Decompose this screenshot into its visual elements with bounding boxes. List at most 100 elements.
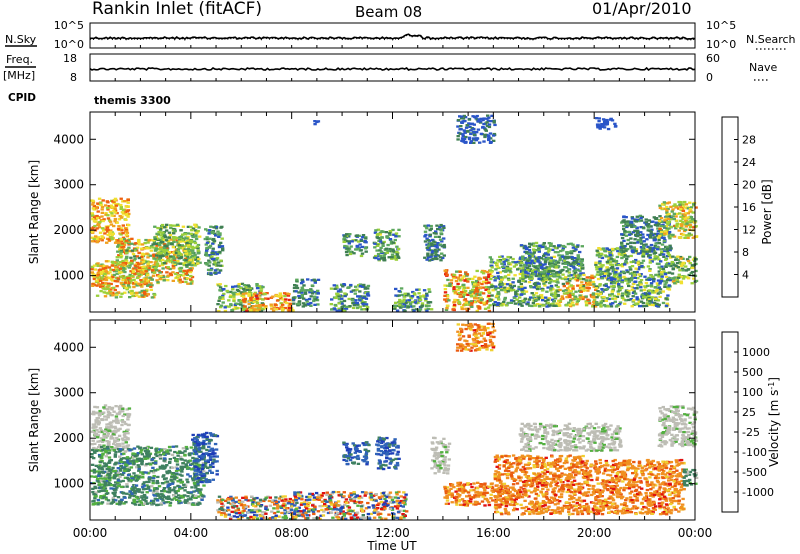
range-cell bbox=[653, 236, 657, 239]
range-cell bbox=[159, 274, 163, 278]
range-cell bbox=[404, 301, 408, 305]
range-cell bbox=[626, 282, 630, 285]
range-cell bbox=[596, 126, 600, 129]
range-cell bbox=[114, 204, 119, 207]
range-cell bbox=[642, 292, 646, 295]
range-cell bbox=[663, 248, 667, 251]
range-cell bbox=[535, 287, 540, 291]
range-cell bbox=[142, 281, 147, 284]
range-cell bbox=[95, 406, 100, 409]
range-cell bbox=[113, 288, 117, 292]
range-cell bbox=[258, 304, 262, 307]
range-cell bbox=[536, 260, 540, 263]
range-cell bbox=[573, 269, 577, 272]
range-cell bbox=[107, 413, 111, 416]
range-cell bbox=[102, 267, 106, 270]
range-cell bbox=[525, 266, 530, 269]
range-cell bbox=[124, 213, 128, 216]
range-cell bbox=[561, 268, 565, 272]
range-cell bbox=[521, 255, 525, 258]
range-cell bbox=[150, 284, 154, 287]
range-cell bbox=[561, 262, 565, 265]
range-cell bbox=[614, 268, 619, 271]
range-cell bbox=[107, 238, 111, 241]
cpid-value: themis 3300 bbox=[94, 94, 171, 107]
range-cell bbox=[681, 203, 685, 206]
range-cell bbox=[411, 300, 415, 304]
mhz-label: [MHz] bbox=[3, 69, 35, 82]
range-cell bbox=[348, 233, 352, 236]
range-cell bbox=[102, 430, 107, 433]
range-cell bbox=[90, 430, 95, 433]
range-cell bbox=[292, 286, 297, 290]
range-cell bbox=[149, 288, 153, 291]
range-cell bbox=[522, 269, 527, 272]
range-cell bbox=[508, 267, 513, 270]
range-cell bbox=[611, 276, 615, 279]
range-cell bbox=[564, 276, 568, 279]
range-cell bbox=[211, 250, 215, 253]
range-cell bbox=[457, 277, 461, 280]
range-cell bbox=[473, 281, 478, 285]
range-cell bbox=[475, 114, 479, 118]
range-cell bbox=[149, 261, 153, 264]
range-cell bbox=[143, 272, 147, 275]
range-cell bbox=[98, 238, 103, 241]
range-cell bbox=[106, 292, 110, 295]
range-cell bbox=[94, 419, 99, 422]
range-cell bbox=[489, 137, 493, 140]
range-cell bbox=[690, 282, 694, 285]
range-cell bbox=[95, 275, 100, 278]
range-cell bbox=[492, 303, 497, 307]
range-cell bbox=[139, 273, 143, 276]
range-cell bbox=[646, 265, 651, 268]
range-cell bbox=[100, 263, 104, 266]
range-cell bbox=[633, 238, 637, 241]
range-cell bbox=[607, 274, 611, 277]
range-cell bbox=[476, 283, 480, 287]
range-cell bbox=[467, 277, 472, 281]
range-cell bbox=[462, 283, 466, 287]
range-cell bbox=[478, 307, 482, 310]
range-cell bbox=[498, 271, 502, 274]
range-cell bbox=[219, 241, 223, 244]
range-cell bbox=[660, 273, 664, 276]
range-cell bbox=[572, 262, 576, 266]
range-cell bbox=[112, 447, 117, 450]
range-cell bbox=[624, 216, 628, 219]
range-cell bbox=[133, 249, 137, 252]
range-cell bbox=[667, 212, 671, 216]
beam-title: Beam 08 bbox=[355, 3, 422, 21]
range-cell bbox=[209, 272, 213, 275]
range-cell bbox=[484, 129, 488, 132]
range-cell bbox=[561, 255, 565, 258]
range-cell bbox=[184, 280, 188, 284]
range-cell bbox=[453, 300, 457, 303]
range-cell bbox=[511, 281, 515, 284]
range-cell bbox=[595, 301, 599, 304]
range-cell bbox=[162, 250, 167, 253]
range-cell bbox=[194, 235, 198, 238]
range-cell bbox=[155, 244, 159, 247]
range-cell bbox=[520, 288, 524, 291]
range-cell bbox=[657, 219, 662, 223]
range-cell bbox=[657, 258, 661, 261]
range-cell bbox=[634, 233, 638, 237]
range-cell bbox=[523, 263, 527, 266]
range-cell bbox=[605, 118, 609, 122]
range-cell bbox=[358, 284, 363, 288]
range-cell bbox=[692, 203, 696, 206]
range-cell bbox=[632, 260, 636, 263]
range-cell bbox=[90, 268, 95, 271]
range-cell bbox=[121, 410, 125, 413]
range-cell bbox=[530, 269, 535, 273]
range-cell bbox=[134, 248, 138, 251]
range-cell bbox=[133, 291, 137, 295]
range-cell bbox=[666, 251, 670, 255]
range-cell bbox=[487, 123, 492, 126]
range-cell bbox=[90, 212, 94, 215]
range-cell bbox=[487, 125, 492, 129]
range-cell bbox=[375, 236, 379, 239]
range-cell bbox=[187, 263, 191, 266]
range-cell bbox=[667, 235, 671, 238]
